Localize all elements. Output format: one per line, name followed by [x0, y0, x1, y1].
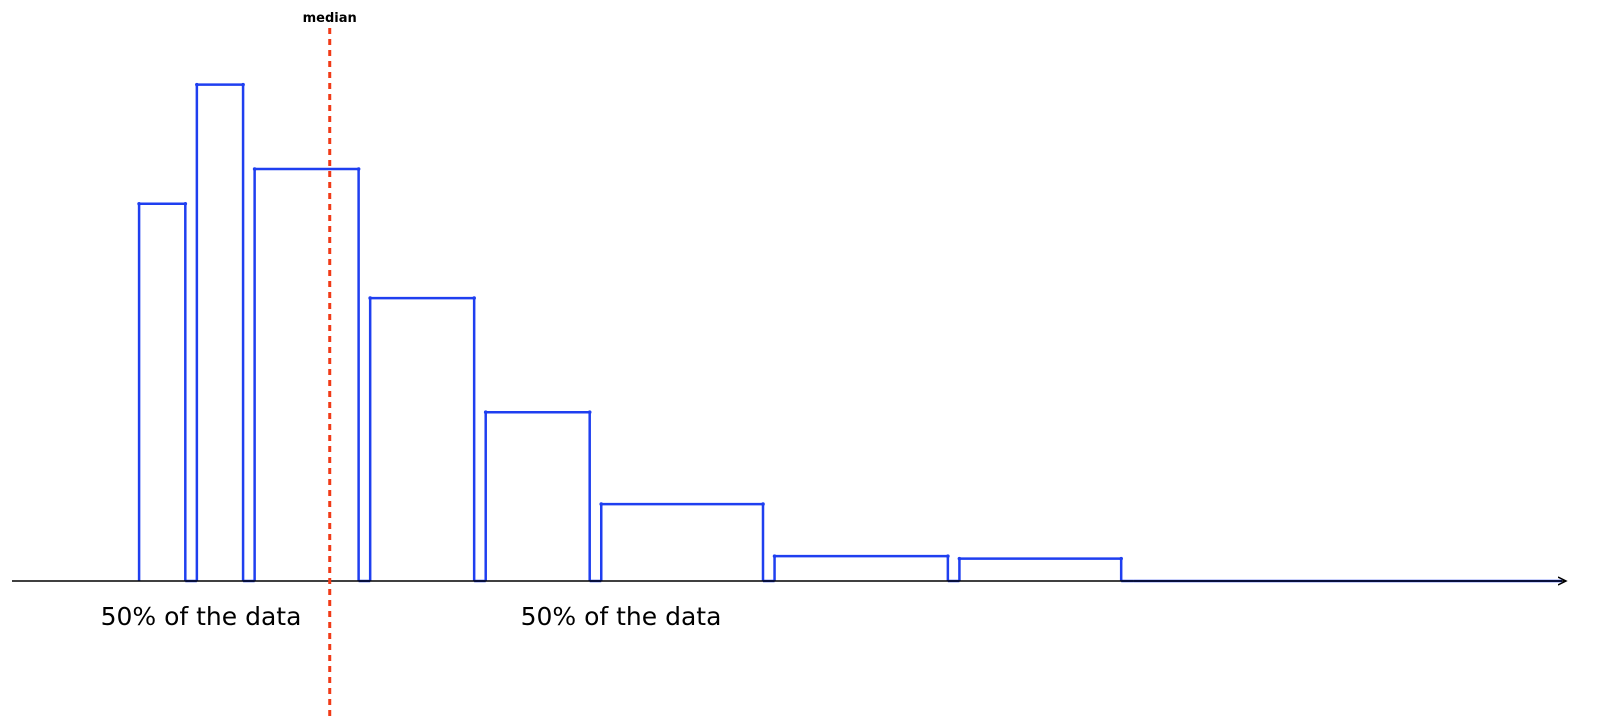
bars-layer — [137, 82, 1562, 583]
bar-vertex-2-2 — [241, 82, 245, 87]
histogram-bar-8 — [958, 557, 1123, 581]
histogram-bar-1 — [137, 202, 187, 581]
bar-vertex-4-1 — [368, 296, 372, 300]
bar-vertex-6-1 — [599, 502, 604, 506]
bar-vertex-2-1 — [195, 82, 199, 87]
histogram-bar-5 — [484, 410, 591, 581]
bar-vertex-4-2 — [472, 296, 476, 300]
bar-vertex-1-1 — [137, 201, 141, 206]
bar-vertex-3-1 — [252, 167, 257, 171]
bar-vertex-1-2 — [183, 201, 188, 206]
histogram-bar-6 — [599, 502, 765, 581]
histogram-bar-3 — [253, 167, 360, 581]
histogram-bar-4 — [368, 296, 476, 581]
bar-vertex-6-2 — [761, 502, 765, 506]
histogram-bar-7 — [773, 554, 950, 581]
bar-vertex-3-2 — [356, 167, 361, 171]
left-annotation: 50% of the data — [101, 602, 302, 631]
bar-vertex-8-1 — [957, 556, 962, 561]
bar-vertex-7-1 — [772, 554, 777, 558]
bar-vertex-5-2 — [587, 410, 592, 415]
median-label: median — [303, 11, 357, 26]
bar-vertex-5-1 — [483, 410, 488, 415]
bar-vertex-7-2 — [946, 554, 950, 558]
bar-vertex-8-2 — [1119, 556, 1123, 561]
histogram-bar-2 — [195, 83, 245, 581]
right-annotation: 50% of the data — [521, 602, 722, 631]
